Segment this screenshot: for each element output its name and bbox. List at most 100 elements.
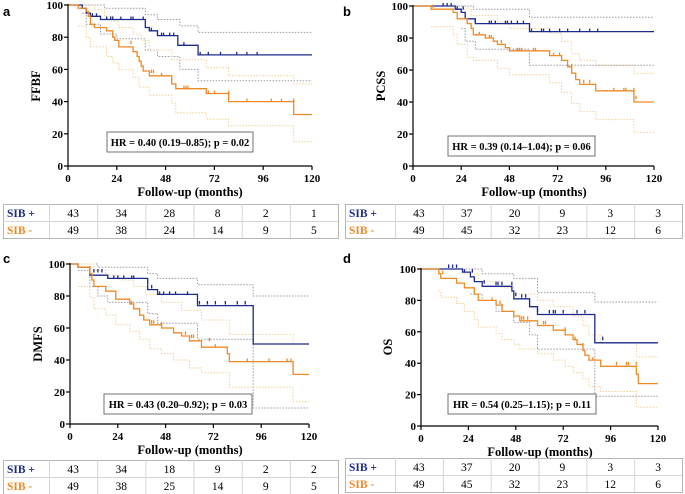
risk-table-cell: 3 [607, 462, 613, 474]
y-axis-title: PCSS [374, 71, 388, 102]
survival-curve-sib-minus [68, 4, 312, 116]
risk-table-cell: 32 [509, 225, 521, 237]
y-tick-label: 0 [58, 161, 64, 173]
risk-table-cell: 34 [116, 464, 128, 476]
risk-table-cell: 43 [67, 208, 79, 220]
hr-annotation-box [106, 131, 254, 153]
ci-lower-sib-plus [470, 293, 658, 397]
ci-lower-sib-plus [461, 27, 654, 66]
x-tick-label: 24 [111, 173, 123, 185]
risk-table-cell: 45 [461, 479, 473, 491]
risk-table: SIB + 43 37 20 9 3 3 SIB - 49 45 32 23 12 6 [345, 204, 683, 239]
ci-upper-sib-minus [438, 268, 658, 358]
risk-table-cell: 9 [560, 462, 566, 474]
hr-annotation-box [103, 393, 253, 415]
risk-table-cell: 2 [311, 464, 317, 476]
panel-c: c 0 20 40 60 80 100 0 24 48 72 96 120 Follow-up (mont… [3, 251, 339, 494]
risk-table-cell: 49 [67, 481, 79, 493]
x-tick-label: 24 [456, 173, 468, 185]
risk-table-cell: 49 [413, 225, 425, 237]
panel-a: a 0 20 40 60 80 100 0 24 48 72 96 120 Follow-up (mont… [3, 0, 339, 239]
y-tick-label: 20 [405, 390, 417, 402]
ci-lower-sib-minus [78, 25, 312, 143]
y-tick-label: 80 [397, 33, 409, 45]
risk-table-cell: 9 [560, 208, 566, 220]
risk-table-cell: 5 [311, 481, 317, 493]
hr-annotation-box [447, 135, 596, 157]
x-tick-label: 48 [160, 431, 172, 443]
risk-table-cell: 1 [311, 208, 317, 220]
x-tick-label: 120 [304, 173, 321, 185]
survival-curve-sib-minus [421, 268, 658, 385]
panel-letter: d [343, 251, 351, 266]
risk-table-row-label: SIB + [349, 462, 377, 474]
risk-table-row-label: SIB - [349, 225, 374, 237]
risk-table-cell: 45 [461, 225, 473, 237]
risk-table-cell: 43 [67, 464, 79, 476]
x-axis-title: Follow-up (months) [137, 185, 242, 199]
risk-table-row-sib-minus: SIB - 49 45 32 23 12 6 [349, 225, 661, 237]
hr-annotation-box [447, 393, 597, 415]
y-tick-label: 60 [52, 64, 64, 76]
risk-table-row-sib-minus: SIB - 49 38 25 14 9 5 [7, 481, 317, 493]
x-tick-label: 96 [256, 431, 268, 443]
y-tick-label: 0 [411, 421, 417, 433]
risk-table-cell: 43 [413, 462, 425, 474]
risk-table-cell: 49 [413, 479, 425, 491]
risk-table-row-sib-plus: SIB + 43 37 20 9 3 3 [349, 462, 661, 474]
ci-upper-sib-minus [431, 5, 654, 74]
risk-table-row-sib-minus: SIB - 49 38 24 14 9 5 [7, 225, 317, 237]
hr-annotation: HR = 0.39 (0.14–1.04); p = 0.06 [452, 142, 591, 153]
survival-curve-sib-minus [413, 5, 654, 103]
y-tick-label: 100 [49, 259, 66, 271]
risk-table-cell: 37 [461, 462, 473, 474]
risk-table: SIB + 43 34 28 8 2 1 SIB - 49 38 24 14 9 5 [3, 204, 339, 239]
risk-table-row-sib-plus: SIB + 43 34 28 8 2 1 [7, 208, 317, 220]
x-tick-label: 120 [646, 173, 663, 185]
survival-curve-sib-minus [70, 263, 309, 376]
y-axis-title: FFBF [29, 70, 43, 102]
x-tick-label: 96 [600, 173, 612, 185]
y-tick-label: 40 [397, 97, 409, 109]
ci-lower-sib-minus [78, 285, 309, 403]
risk-table-row-sib-minus: SIB - 49 45 32 23 12 6 [349, 479, 661, 491]
x-tick-label: 72 [208, 431, 220, 443]
x-tick-label: 120 [650, 433, 667, 445]
x-tick-label: 48 [504, 173, 516, 185]
y-tick-label: 100 [392, 1, 409, 13]
y-tick-label: 20 [397, 129, 409, 141]
risk-table-cell: 12 [605, 225, 617, 237]
x-tick-label: 72 [209, 173, 221, 185]
survival-curve-sib-plus [421, 268, 658, 344]
x-tick-label: 0 [410, 173, 416, 185]
risk-table-row-label: SIB - [7, 481, 32, 493]
risk-table-cell: 32 [509, 479, 521, 491]
ci-lower-sib-minus [431, 26, 654, 133]
risk-table-cell: 5 [311, 225, 317, 237]
x-tick-label: 24 [463, 433, 475, 445]
risk-table-cell: 23 [557, 225, 569, 237]
y-tick-label: 40 [405, 358, 417, 370]
x-axis-title: Follow-up (months) [481, 185, 586, 199]
hr-annotation: HR = 0.54 (0.25–1.15); p = 0.11 [453, 400, 591, 411]
risk-table-cell: 2 [263, 464, 269, 476]
risk-table-cell: 3 [655, 462, 661, 474]
risk-table-cell: 9 [263, 225, 269, 237]
survival-curve-sib-plus [70, 263, 309, 345]
risk-table-row-label: SIB - [7, 225, 32, 237]
panel-letter: c [3, 251, 10, 266]
x-tick-label: 72 [552, 173, 564, 185]
risk-table-cell: 38 [116, 225, 128, 237]
ci-upper-sib-minus [78, 4, 312, 85]
risk-table-row-sib-plus: SIB + 43 37 20 9 3 3 [349, 208, 661, 220]
risk-table-row-label: SIB + [7, 208, 35, 220]
risk-table-cell: 3 [655, 208, 661, 220]
risk-table-cell: 37 [461, 208, 473, 220]
risk-table-row-sib-plus: SIB + 43 34 18 9 2 2 [7, 464, 317, 476]
y-tick-label: 40 [52, 97, 64, 109]
y-tick-label: 100 [400, 264, 417, 276]
y-tick-label: 40 [54, 355, 66, 367]
survival-curve-sib-plus [413, 5, 654, 33]
panel-letter: b [343, 4, 351, 19]
ci-upper-sib-plus [455, 5, 654, 18]
